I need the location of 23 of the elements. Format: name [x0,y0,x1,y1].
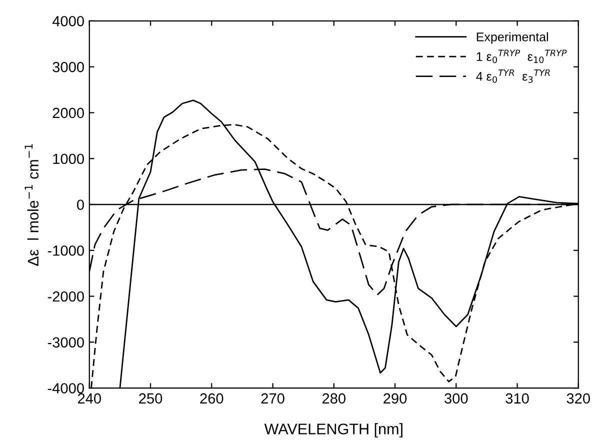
y-tick-label: -3000 [48,337,84,348]
legend-label: 1 ε$_{0}$$^{TRYP}$ ε$_{10}$$^{TRYP}$ [476,50,567,64]
x-tick-label: 320 [566,393,590,404]
x-axis-title: WAVELENGTH [nm] [264,423,402,438]
y-tick-label: 2000 [52,108,84,118]
legend-label: 4 ε$_{0}$$^{TYR}$ ε$_{3}$$^{TYR}$ [476,69,550,83]
legend-label: Experimental [476,32,548,44]
y-tick-label: 3000 [52,62,84,72]
y-tick-label: 0 [76,200,84,210]
y-tick-label: 1000 [53,154,84,164]
x-tick-label: 270 [261,393,284,404]
y-tick-label: 4000 [52,16,84,26]
x-tick-label: 280 [322,393,346,404]
x-tick-label: 300 [444,393,468,404]
y-tick-label: -4000 [48,383,84,394]
x-tick-label: 250 [139,393,162,404]
y-tick-label: -1000 [48,245,84,256]
x-tick-label: 240 [78,393,101,404]
y-tick-label: -2000 [48,291,84,302]
x-tick-label: 310 [506,393,529,404]
x-tick-label: 260 [200,393,224,404]
y-axis-title: Δε l mole$^{−1}$ cm$^{−1}$ [24,144,39,266]
x-tick-label: 290 [384,393,407,404]
